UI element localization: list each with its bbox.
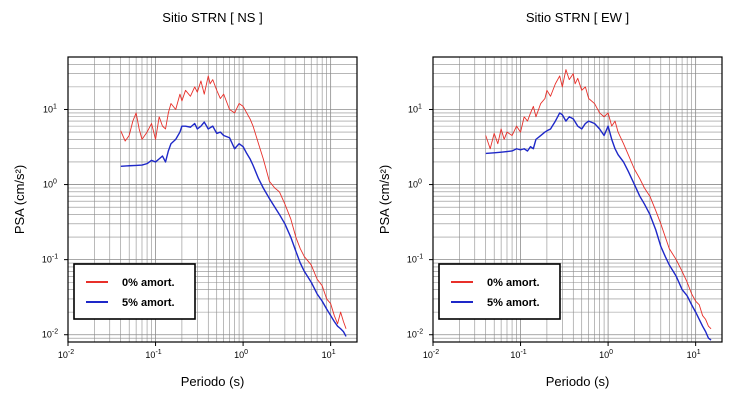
y-tick-label: 10-1 — [42, 254, 58, 265]
x-tick-label: 101 — [687, 349, 701, 360]
plot-frame — [67, 56, 358, 343]
x-tick-label: 10-2 — [423, 349, 439, 360]
chart-panel-ew: Sitio STRN [ EW ] 10-2 10-1 100 101 10-2 10-1 1… — [377, 10, 723, 389]
y-tick-label: 100 — [43, 179, 57, 190]
chart-panel-ns: Sitio STRN [ NS ] 10-2 10-1 100 101 10-2 10-1 1… — [12, 10, 358, 389]
y-tick-label: 10-2 — [407, 329, 423, 340]
legend: 0% amort. 5% amort. — [73, 263, 196, 320]
legend-label: 0% amort. — [487, 277, 540, 289]
series-line-amort-0 — [485, 69, 712, 330]
x-tick-label: 10-2 — [58, 349, 74, 360]
series-line-amort-5 — [120, 121, 347, 337]
legend-label: 5% amort. — [487, 297, 540, 309]
legend-label: 5% amort. — [122, 297, 175, 309]
legend-label: 0% amort. — [122, 277, 175, 289]
plot-frame — [432, 56, 723, 343]
y-axis-label: PSA (cm/s²) — [377, 165, 392, 234]
x-tick-label: 101 — [322, 349, 336, 360]
y-tick-label: 101 — [43, 103, 57, 114]
grid — [68, 57, 357, 342]
x-tick-label: 10-1 — [510, 349, 526, 360]
legend-box — [438, 263, 561, 320]
y-axis-label: PSA (cm/s²) — [12, 165, 27, 234]
x-tick-label: 100 — [234, 349, 248, 360]
legend-box — [73, 263, 196, 320]
legend: 0% amort. 5% amort. — [438, 263, 561, 320]
y-tick-label: 100 — [408, 179, 422, 190]
x-tick-label: 100 — [599, 349, 613, 360]
chart-title: Sitio STRN [ NS ] — [162, 10, 262, 25]
x-axis-label: Periodo (s) — [181, 374, 245, 389]
series-line-amort-5 — [485, 112, 712, 341]
x-tick-label: 10-1 — [145, 349, 161, 360]
y-tick-label: 10-1 — [407, 254, 423, 265]
y-tick-label: 10-2 — [42, 329, 58, 340]
y-tick-label: 101 — [408, 103, 422, 114]
x-axis-label: Periodo (s) — [546, 374, 610, 389]
grid — [433, 57, 722, 342]
chart-title: Sitio STRN [ EW ] — [526, 10, 629, 25]
series-line-amort-0 — [120, 75, 347, 329]
